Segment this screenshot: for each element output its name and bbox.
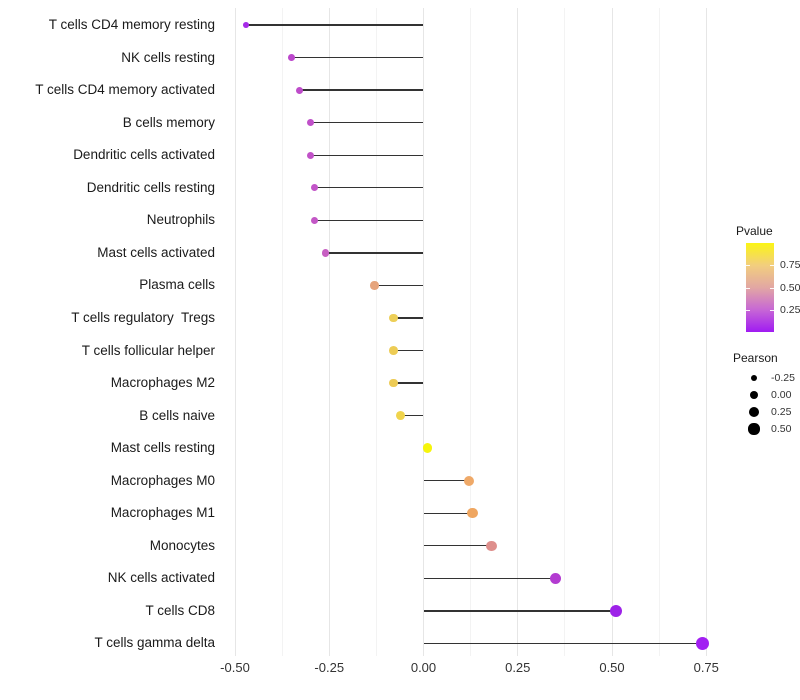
lollipop-dot bbox=[321, 249, 330, 257]
x-tick-label: 0.50 bbox=[599, 660, 625, 675]
gridline-major bbox=[517, 8, 519, 656]
lollipop-dot bbox=[609, 604, 622, 617]
row-label: T cells follicular helper bbox=[81, 342, 215, 358]
x-tick-label: 0.25 bbox=[505, 660, 531, 675]
lollipop-stem bbox=[393, 317, 424, 319]
pearson-legend-label: 0.25 bbox=[771, 406, 792, 418]
lollipop-dot bbox=[549, 572, 562, 584]
lollipop-stem bbox=[299, 89, 424, 91]
lollipop-dot bbox=[486, 540, 497, 551]
lollipop-dot bbox=[295, 86, 303, 94]
lollipop-stem bbox=[423, 480, 469, 482]
pvalue-tick-notch bbox=[746, 287, 750, 289]
row-label: B cells memory bbox=[122, 114, 215, 130]
lollipop-stem bbox=[314, 187, 424, 189]
gridline-major bbox=[611, 8, 613, 656]
gridline-major bbox=[234, 8, 236, 656]
lollipop-dot bbox=[388, 378, 398, 388]
lollipop-dot bbox=[370, 281, 379, 290]
lollipop-stem bbox=[374, 284, 424, 287]
lollipop-stem bbox=[423, 610, 616, 612]
row-label: Dendritic cells activated bbox=[73, 147, 215, 163]
row-label: Mast cells resting bbox=[110, 440, 215, 456]
lollipop-stem bbox=[423, 577, 556, 580]
row-label: Plasma cells bbox=[139, 277, 215, 293]
lollipop-stem bbox=[423, 512, 473, 514]
row-label: Monocytes bbox=[149, 537, 215, 553]
row-label: T cells regulatory Tregs bbox=[71, 309, 215, 325]
pearson-legend-label: 0.00 bbox=[771, 389, 792, 401]
lollipop-stem bbox=[423, 545, 492, 547]
row-label: NK cells activated bbox=[107, 570, 215, 586]
x-tick-label: -0.50 bbox=[220, 660, 250, 675]
row-label: Macrophages M2 bbox=[110, 375, 215, 391]
gridline-minor bbox=[470, 8, 472, 656]
lollipop-stem bbox=[423, 642, 703, 645]
lollipop-dot bbox=[388, 346, 398, 355]
lollipop-dot bbox=[467, 508, 478, 519]
pvalue-gradient-bar bbox=[746, 243, 774, 332]
lollipop-dot bbox=[306, 151, 314, 159]
lollipop-dot bbox=[463, 475, 474, 486]
pearson-legend-dot bbox=[749, 390, 759, 400]
pvalue-tick-notch bbox=[746, 309, 750, 311]
pvalue-tick-notch bbox=[770, 309, 774, 311]
gridline-major bbox=[423, 8, 424, 656]
pearson-legend-dot bbox=[749, 407, 759, 417]
lollipop-stem bbox=[400, 414, 424, 417]
row-label: B cells naive bbox=[139, 407, 215, 423]
lollipop-dot bbox=[306, 119, 314, 127]
lollipop-dot bbox=[695, 636, 710, 650]
x-tick-label: -0.25 bbox=[314, 660, 345, 675]
gridline-minor bbox=[281, 8, 283, 656]
row-label: Macrophages M0 bbox=[110, 472, 215, 488]
lollipop-stem bbox=[393, 349, 424, 352]
lollipop-dot bbox=[310, 216, 318, 224]
row-label: T cells CD8 bbox=[145, 602, 215, 618]
lollipop-dot bbox=[396, 411, 406, 421]
row-label: T cells gamma delta bbox=[94, 635, 215, 651]
gridline-minor bbox=[658, 8, 660, 656]
lollipop-stem bbox=[393, 382, 424, 384]
pvalue-tick-notch bbox=[770, 287, 774, 289]
lollipop-dot bbox=[388, 313, 398, 323]
x-tick-label: 0.00 bbox=[410, 660, 437, 675]
row-label: Neutrophils bbox=[146, 212, 215, 228]
lollipop-stem bbox=[310, 121, 424, 124]
gridline-minor bbox=[375, 8, 377, 656]
pvalue-tick-label: 0.75 bbox=[780, 259, 800, 272]
gridline-major bbox=[705, 8, 707, 656]
plot-panel bbox=[221, 8, 726, 656]
lollipop-dot bbox=[422, 443, 432, 453]
row-label: Macrophages M1 bbox=[110, 505, 215, 521]
gridline-minor bbox=[564, 8, 566, 656]
row-label: Mast cells activated bbox=[97, 244, 215, 260]
pvalue-tick-label: 0.50 bbox=[780, 281, 800, 294]
lollipop-stem bbox=[246, 24, 424, 26]
x-tick-label: 0.75 bbox=[693, 660, 719, 675]
lollipop-stem bbox=[310, 154, 424, 156]
row-label: NK cells resting bbox=[121, 49, 215, 65]
row-label: T cells CD4 memory activated bbox=[35, 82, 215, 98]
row-label: T cells CD4 memory resting bbox=[48, 17, 215, 32]
gridline-major bbox=[328, 8, 330, 656]
lollipop-dot bbox=[310, 184, 318, 192]
pearson-legend-dot bbox=[750, 374, 758, 382]
lollipop-stem bbox=[325, 252, 424, 254]
pearson-legend-label: 0.50 bbox=[771, 423, 792, 435]
lollipop-stem bbox=[314, 219, 424, 221]
pearson-legend-label: -0.25 bbox=[771, 372, 795, 384]
pvalue-tick-notch bbox=[770, 265, 774, 267]
lollipop-stem bbox=[291, 56, 424, 59]
pearson-legend-title: Pearson bbox=[733, 351, 778, 365]
pearson-legend-dot bbox=[748, 423, 760, 435]
lollipop-dot bbox=[288, 54, 295, 61]
pvalue-tick-label: 0.25 bbox=[780, 303, 800, 316]
row-label: Dendritic cells resting bbox=[86, 179, 215, 195]
lollipop-dot bbox=[243, 22, 250, 28]
pvalue-tick-notch bbox=[746, 265, 750, 267]
pvalue-legend-title: Pvalue bbox=[736, 224, 773, 238]
